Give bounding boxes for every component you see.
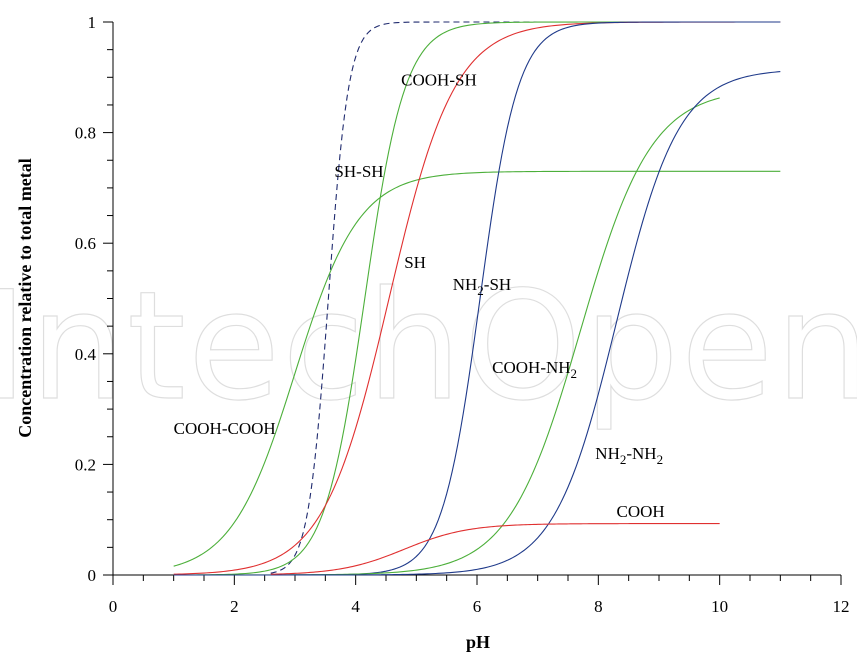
- x-tick-label: 2: [230, 597, 239, 616]
- series-line-cooh: [270, 523, 720, 575]
- x-tick-label: 12: [833, 597, 850, 616]
- x-axis-title: pH: [466, 632, 490, 652]
- curve-label: COOH-NH2: [492, 358, 577, 381]
- y-tick-label: 0.4: [75, 345, 97, 364]
- curve-label: NH2-SH: [453, 275, 511, 298]
- series-line-nh2-nh2: [173, 71, 781, 576]
- curve-label: COOH-SH: [401, 71, 477, 90]
- x-tick-label: 0: [109, 597, 118, 616]
- curve-label: NH2-NH2: [595, 444, 663, 467]
- y-tick-label: 0.8: [75, 124, 96, 143]
- x-tick-label: 4: [351, 597, 360, 616]
- y-tick-label: 1: [88, 13, 97, 32]
- y-axis-title: Concentration relative to total metal: [15, 158, 35, 438]
- curve-label: COOH: [617, 502, 665, 521]
- y-tick-label: 0.2: [75, 455, 96, 474]
- series-line-cooh-cooh: [173, 170, 781, 567]
- curve-labels: SH-SH COOH-SH COOH-COOH SH NH2-SH COOH-NH2 NH2…: [174, 71, 665, 521]
- curve-label: SH: [404, 253, 426, 272]
- y-tick-label: 0: [88, 566, 97, 585]
- axes: 0 2 4 6 8 10 12 0 0.2 0.4 0.6 0.8 1: [75, 13, 850, 616]
- x-tick-label: 8: [594, 597, 603, 616]
- curves: [173, 21, 781, 576]
- x-tick-label: 10: [711, 597, 728, 616]
- curve-label: SH-SH: [334, 162, 383, 181]
- watermark: IntechOpen: [0, 260, 857, 434]
- curve-label: COOH-COOH: [174, 419, 276, 438]
- x-tick-label: 6: [473, 597, 482, 616]
- y-tick-label: 0.6: [75, 234, 96, 253]
